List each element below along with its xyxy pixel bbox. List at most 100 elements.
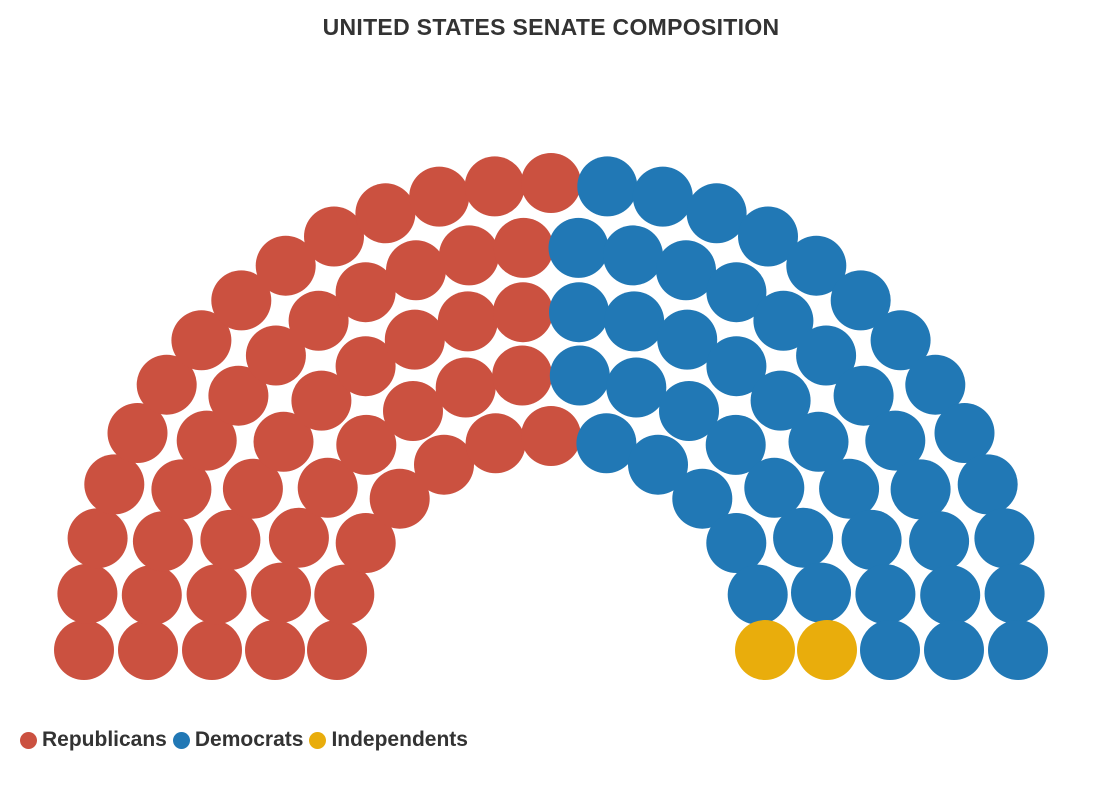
seat-democrats (753, 290, 814, 351)
seat-republicans (336, 414, 397, 475)
seat-republicans (384, 309, 445, 370)
seat-republicans (414, 434, 474, 495)
seat-democrats (705, 414, 766, 475)
seat-republicans (521, 153, 581, 213)
seat-republicans (297, 457, 358, 518)
seat-democrats (833, 365, 894, 426)
seat-democrats (988, 620, 1048, 680)
seat-democrats (909, 511, 970, 572)
seat-democrats (865, 410, 926, 471)
seat-democrats (788, 411, 849, 472)
seat-democrats (706, 513, 767, 573)
seat-republicans (253, 411, 314, 472)
seat-republicans (107, 403, 168, 463)
seat-democrats (750, 370, 811, 431)
legend: Republicans Democrats Independents (20, 728, 474, 752)
seat-republicans (291, 370, 352, 431)
seat-democrats (549, 345, 610, 406)
seat-republicans (84, 454, 145, 515)
seat-republicans (335, 513, 396, 573)
seat-democrats (657, 309, 718, 370)
seat-republicans (136, 354, 197, 415)
seat-republicans (335, 262, 396, 323)
seat-republicans (439, 225, 499, 286)
seat-democrats (744, 457, 805, 518)
seat-republicans (355, 183, 416, 244)
seat-democrats (606, 357, 667, 418)
seat-republicans (288, 290, 349, 351)
seat-democrats (855, 564, 916, 625)
seat-democrats (686, 183, 747, 244)
seat-republicans (383, 381, 443, 441)
seat-democrats (659, 381, 719, 441)
legend-swatch-independents (309, 731, 327, 749)
seat-republicans (67, 508, 128, 569)
seat-republicans (435, 357, 496, 418)
seat-democrats (727, 564, 788, 625)
seat-republicans (493, 282, 553, 343)
seat-republicans (369, 468, 430, 529)
seat-democrats (920, 565, 981, 626)
seat-republicans (268, 507, 329, 568)
seat-republicans (171, 310, 232, 371)
seat-democrats (706, 262, 767, 323)
seat-republicans (186, 564, 247, 625)
legend-swatch-democrats (172, 731, 190, 749)
seat-republicans (245, 325, 306, 386)
chart-title: UNITED STATES SENATE COMPOSITION (322, 14, 780, 40)
seat-independents (797, 620, 857, 680)
seat-democrats (738, 206, 798, 267)
seat-republicans (200, 509, 261, 570)
seat-democrats (548, 217, 609, 278)
seat-republicans (335, 336, 396, 397)
seat-democrats (819, 458, 880, 519)
seat-republicans (314, 564, 375, 625)
seat-republicans (182, 620, 242, 680)
seat-republicans (222, 458, 283, 519)
legend-item-republicans: Republicans (20, 728, 167, 752)
seat-democrats (628, 434, 688, 495)
seat-republicans (118, 620, 178, 680)
seat-republicans (54, 620, 114, 680)
seat-republicans (437, 291, 498, 352)
seat-republicans (176, 410, 237, 471)
seat-democrats (632, 166, 693, 227)
seat-republicans (464, 156, 525, 217)
seat-republicans (121, 565, 182, 626)
seat-democrats (576, 413, 637, 474)
seat-democrats (791, 562, 851, 623)
seat-republicans (409, 166, 470, 227)
seat-republicans (304, 206, 364, 267)
seat-democrats (603, 225, 663, 286)
seat-democrats (656, 240, 716, 301)
legend-label-independents: Independents (331, 728, 468, 751)
seat-democrats (860, 620, 920, 680)
seat-democrats (870, 310, 931, 371)
legend-item-democrats: Democrats (172, 728, 303, 752)
seat-democrats (924, 620, 984, 680)
seat-democrats (830, 270, 891, 331)
seat-democrats (984, 563, 1045, 624)
seat-democrats (786, 235, 847, 296)
legend-swatch-republicans (20, 731, 37, 749)
seat-democrats (957, 454, 1018, 515)
seat-republicans (132, 511, 193, 572)
seat-republicans (465, 413, 526, 474)
seat-democrats (796, 325, 857, 386)
seat-democrats (549, 282, 609, 343)
seat-democrats (841, 509, 902, 570)
seat-republicans (151, 459, 212, 520)
seat-democrats (604, 291, 665, 352)
seat-republicans (307, 620, 367, 680)
seat-republicans (211, 270, 272, 331)
seat-republicans (492, 345, 553, 406)
seat-democrats (577, 156, 638, 217)
seat-democrats (974, 508, 1035, 569)
seat-democrats (773, 507, 834, 568)
seat-republicans (57, 563, 118, 624)
seat-republicans (386, 240, 446, 301)
seat-democrats (890, 459, 951, 520)
legend-label-republicans: Republicans (42, 728, 167, 751)
